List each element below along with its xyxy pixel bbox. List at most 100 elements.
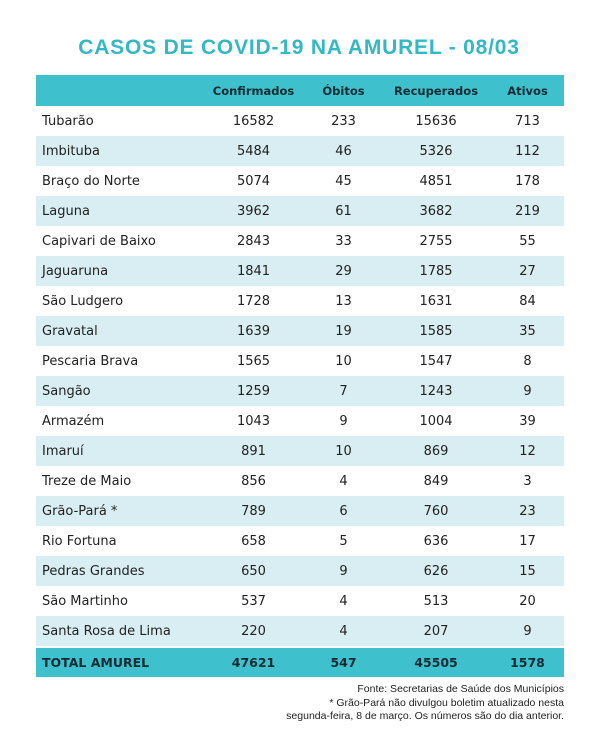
obitos-cell: 33 xyxy=(335,233,352,249)
table-row: São Ludgero 1728 13 1631 84 xyxy=(36,286,564,316)
obitos-cell: 9 xyxy=(339,413,348,429)
recuperados-cell: 513 xyxy=(423,593,449,609)
table-row: Imbituba 5484 46 5326 112 xyxy=(36,136,564,166)
footnote-note: * Grão-Pará não divulgou boletim atualiz… xyxy=(329,696,564,709)
recuperados-cell: 1004 xyxy=(419,413,453,429)
covid-cases-table: Confirmados Óbitos Recuperados Ativos Tu… xyxy=(36,75,564,677)
table-row: Grão-Pará * 789 6 760 23 xyxy=(36,496,564,526)
source-footnote: Fonte: Secretarias de Saúde dos Municípi… xyxy=(144,683,564,724)
recuperados-cell: 15636 xyxy=(415,113,457,129)
confirmados-cell: 1565 xyxy=(236,353,271,369)
total-confirmados: 47621 xyxy=(231,655,276,670)
obitos-cell: 13 xyxy=(335,293,352,309)
table-header: Confirmados Óbitos Recuperados Ativos xyxy=(36,75,564,106)
recuperados-cell: 1585 xyxy=(419,323,453,339)
municipality-cell: São Martinho xyxy=(42,593,128,609)
recuperados-cell: 1785 xyxy=(419,263,453,279)
municipality-cell: Laguna xyxy=(42,203,90,219)
recuperados-cell: 5326 xyxy=(419,143,453,159)
municipality-cell: Tubarão xyxy=(42,113,94,129)
table-row: Braço do Norte 5074 45 4851 178 xyxy=(36,166,564,196)
recuperados-cell: 207 xyxy=(423,623,449,639)
municipality-cell: Capivari de Baixo xyxy=(42,233,156,249)
ativos-cell: 55 xyxy=(519,233,536,249)
total-recuperados: 45505 xyxy=(414,655,458,670)
obitos-cell: 233 xyxy=(331,113,356,129)
recuperados-cell: 4851 xyxy=(419,173,453,189)
table-title: CASOS DE COVID-19 NA AMUREL - 08/03 xyxy=(78,36,520,59)
municipality-cell: Pedras Grandes xyxy=(42,563,145,579)
recuperados-cell: 760 xyxy=(423,503,449,519)
total-obitos: 547 xyxy=(330,655,357,670)
table-row: Pedras Grandes 650 9 626 15 xyxy=(36,556,564,586)
table-row: Treze de Maio 856 4 849 3 xyxy=(36,466,564,496)
confirmados-cell: 2843 xyxy=(236,233,271,249)
ativos-cell: 112 xyxy=(515,143,540,159)
table-body: Tubarão 16582 233 15636 713 Imbituba 5484 46 532… xyxy=(36,106,564,646)
municipality-cell: Armazém xyxy=(42,413,105,429)
confirmados-cell: 16582 xyxy=(232,113,275,129)
confirmados-cell: 3962 xyxy=(236,203,271,219)
total-ativos: 1578 xyxy=(510,655,545,670)
municipality-cell: Jaguaruna xyxy=(42,263,109,279)
ativos-cell: 219 xyxy=(515,203,540,219)
table-row: Gravatal 1639 19 1585 35 xyxy=(36,316,564,346)
ativos-cell: 12 xyxy=(519,443,536,459)
obitos-cell: 5 xyxy=(339,533,348,549)
ativos-cell: 27 xyxy=(519,263,536,279)
municipality-cell: Imbituba xyxy=(42,143,100,159)
obitos-cell: 6 xyxy=(339,503,348,519)
table-row: Capivari de Baixo 2843 33 2755 55 xyxy=(36,226,564,256)
ativos-cell: 178 xyxy=(515,173,540,189)
table-row: Santa Rosa de Lima 220 4 207 9 xyxy=(36,616,564,646)
confirmados-cell: 5484 xyxy=(236,143,271,159)
header-ativos: Ativos xyxy=(507,83,548,98)
confirmados-cell: 856 xyxy=(241,473,266,489)
ativos-cell: 713 xyxy=(515,113,540,129)
municipality-cell: São Ludgero xyxy=(42,293,124,309)
obitos-cell: 4 xyxy=(339,623,348,639)
municipality-cell: Rio Fortuna xyxy=(42,533,117,549)
obitos-cell: 46 xyxy=(335,143,352,159)
confirmados-cell: 658 xyxy=(241,533,266,549)
ativos-cell: 20 xyxy=(519,593,536,609)
obitos-cell: 19 xyxy=(335,323,352,339)
confirmados-cell: 220 xyxy=(241,623,266,639)
header-confirmados: Confirmados xyxy=(212,83,295,98)
confirmados-cell: 789 xyxy=(241,503,266,519)
confirmados-cell: 1841 xyxy=(236,263,271,279)
confirmados-cell: 1728 xyxy=(236,293,271,309)
confirmados-cell: 1639 xyxy=(236,323,271,339)
confirmados-cell: 650 xyxy=(241,563,266,579)
recuperados-cell: 636 xyxy=(423,533,449,549)
table-row: Sangão 1259 7 1243 9 xyxy=(36,376,564,406)
header-obitos: Óbitos xyxy=(322,83,365,98)
municipality-cell: Grão-Pará * xyxy=(42,503,118,519)
recuperados-cell: 1547 xyxy=(419,353,453,369)
ativos-cell: 17 xyxy=(519,533,536,549)
municipality-cell: Santa Rosa de Lima xyxy=(42,623,171,639)
ativos-cell: 9 xyxy=(523,383,532,399)
ativos-cell: 23 xyxy=(519,503,536,519)
table-row: Pescaria Brava 1565 10 1547 8 xyxy=(36,346,564,376)
confirmados-cell: 1259 xyxy=(236,383,271,399)
municipality-cell: Gravatal xyxy=(42,323,98,339)
total-row: TOTAL AMUREL 47621 547 45505 1578 xyxy=(36,648,564,677)
recuperados-cell: 1631 xyxy=(419,293,453,309)
ativos-cell: 3 xyxy=(523,473,532,489)
ativos-cell: 9 xyxy=(523,623,532,639)
table-row: Tubarão 16582 233 15636 713 xyxy=(36,106,564,136)
municipality-cell: Imaruí xyxy=(42,443,84,459)
ativos-cell: 15 xyxy=(519,563,536,579)
obitos-cell: 10 xyxy=(335,353,352,369)
obitos-cell: 9 xyxy=(339,563,348,579)
obitos-cell: 7 xyxy=(339,383,348,399)
ativos-cell: 84 xyxy=(519,293,536,309)
recuperados-cell: 1243 xyxy=(419,383,453,399)
recuperados-cell: 626 xyxy=(423,563,449,579)
obitos-cell: 29 xyxy=(335,263,352,279)
confirmados-cell: 5074 xyxy=(236,173,271,189)
obitos-cell: 4 xyxy=(339,473,348,489)
ativos-cell: 8 xyxy=(523,353,532,369)
confirmados-cell: 891 xyxy=(241,443,266,459)
